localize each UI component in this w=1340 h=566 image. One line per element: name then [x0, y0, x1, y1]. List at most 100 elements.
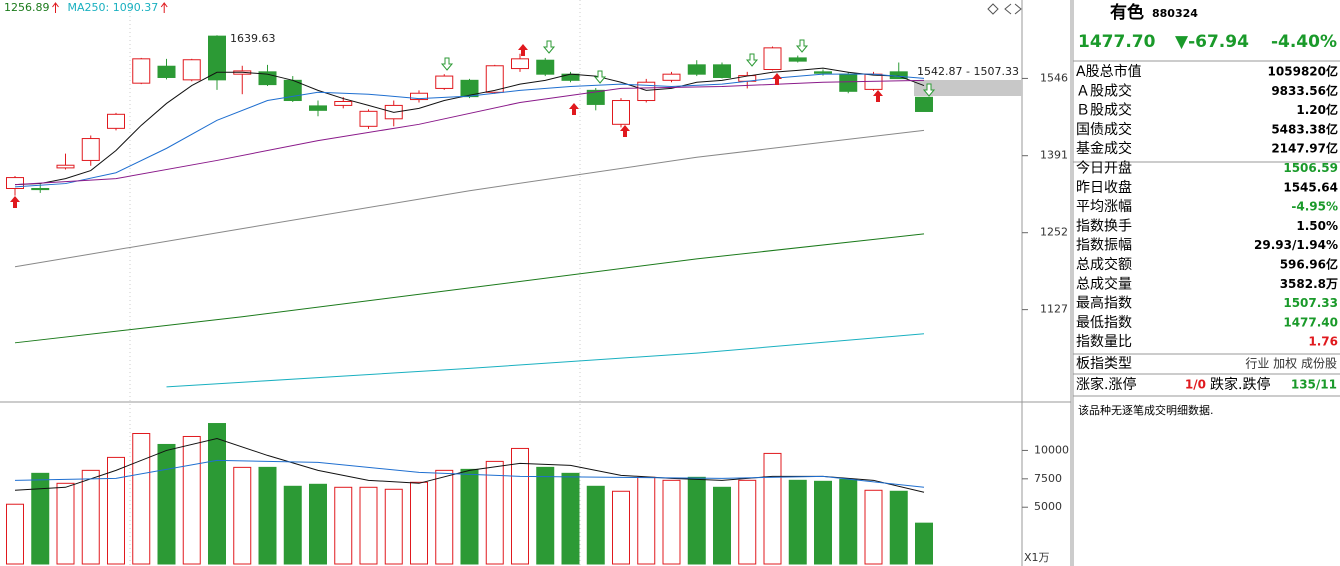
volume-bar [283, 485, 302, 565]
volume-bar [814, 480, 832, 565]
ma-line [14, 79, 925, 186]
tool-icon[interactable] [1014, 3, 1022, 15]
row-value: 2147.97亿 [1271, 141, 1338, 156]
ma-line [166, 333, 925, 388]
volume-bar [788, 479, 807, 565]
volume-bar [612, 490, 630, 565]
row-label: A股总市值 [1076, 63, 1142, 80]
row-value: 1059820亿 [1268, 64, 1338, 79]
volume-bar [713, 486, 731, 565]
row-value: 1477.40 [1283, 315, 1338, 329]
volume-bar [637, 476, 656, 565]
change: ▼-67.94 [1175, 32, 1249, 52]
volume-bar [536, 466, 555, 565]
signal-up [569, 103, 579, 115]
y-tick-label: 5000 [1034, 500, 1062, 513]
price-zone [914, 80, 1022, 96]
signal-down [795, 39, 809, 53]
ma-line [14, 459, 925, 488]
annotation: 1542.87 - 1507.33 [917, 65, 1019, 78]
candle-body [662, 73, 681, 81]
volume-bar [384, 488, 403, 565]
stock-name: 有色 [1110, 2, 1144, 23]
candle-body [713, 64, 731, 78]
row-value: 1.76 [1308, 335, 1338, 349]
row-value: 1/0 [1185, 378, 1206, 392]
volume-bar [864, 489, 883, 565]
y-tick-label: 1391 [1040, 149, 1068, 162]
y-tick-label: 10000 [1034, 443, 1069, 456]
volume-bar [6, 503, 24, 565]
row-value: 1506.59 [1283, 161, 1338, 175]
row-value: 3582.8万 [1280, 277, 1338, 291]
row-value: 596.96亿 [1280, 257, 1338, 272]
row-label: 总成交量 [1076, 275, 1132, 292]
signal-down [440, 57, 454, 71]
row-value: 1.50% [1296, 219, 1338, 233]
row-label: 跌家.跌停 [1210, 376, 1270, 393]
candle-body [889, 71, 908, 80]
volume-bar [157, 443, 176, 565]
volume-bar [81, 469, 100, 565]
row-label: 基金成交 [1076, 140, 1132, 157]
toolbar [987, 3, 1022, 15]
row-label: 总成交额 [1076, 256, 1132, 273]
row-label: 涨家.涨停 [1076, 376, 1136, 393]
price: 1477.70 [1078, 32, 1156, 52]
volume-bar [586, 485, 605, 565]
volume-bar [889, 490, 908, 565]
volume-bar [309, 483, 327, 565]
tool-icon[interactable] [1004, 3, 1012, 15]
candle-body [485, 65, 504, 93]
legend-entry: 1256.89 [4, 1, 50, 14]
volume-bar [56, 482, 75, 565]
message: 该品种无逐笔成交明细数据. [1078, 403, 1214, 417]
unit-label: X1万 [1024, 551, 1050, 564]
volume-bar [107, 456, 125, 565]
volume-bar [485, 460, 504, 565]
volume-bar [208, 423, 226, 565]
tool-icon[interactable] [987, 3, 999, 15]
candle-body [763, 47, 782, 70]
row-label: 今日开盘 [1076, 160, 1132, 177]
row-value: -4.95% [1291, 200, 1338, 214]
row-label: 昨日收盘 [1076, 179, 1132, 196]
row-label: Ａ股成交 [1076, 82, 1132, 99]
row-label: 平均涨幅 [1076, 199, 1132, 215]
candle-body [687, 64, 706, 75]
candle-body [309, 105, 327, 111]
candle-body [31, 187, 50, 191]
signal-up [518, 44, 528, 56]
volume-bar [334, 486, 353, 565]
candle-body [107, 113, 125, 129]
row-label: 最高指数 [1076, 295, 1132, 312]
volume-bar [132, 432, 151, 565]
ma-line [14, 233, 925, 344]
volume-bar [182, 435, 201, 565]
volume-bar [258, 466, 277, 565]
volume-bar [460, 468, 479, 565]
ma-line [14, 67, 925, 186]
row-value: 行业 加权 成份股 [1245, 357, 1337, 371]
legend-entry: MA250: 1090.37 [68, 1, 159, 14]
candle-body [788, 57, 807, 62]
row-label: Ｂ股成交 [1076, 102, 1132, 119]
stock-code: 880324 [1152, 7, 1198, 20]
volume-bar [561, 472, 580, 565]
candle-body [511, 58, 529, 70]
row-label: 指数换手 [1076, 217, 1132, 234]
row-value: 135/11 [1291, 378, 1337, 392]
volume-bar [915, 522, 933, 565]
signal-down [542, 40, 556, 54]
row-label: 国债成交 [1076, 121, 1132, 138]
candle-body [81, 138, 100, 161]
row-value: 29.93/1.94% [1254, 238, 1338, 252]
candle-body [612, 100, 630, 125]
volume-bar [687, 476, 706, 565]
signal-up [873, 90, 883, 102]
candle-body [915, 96, 933, 112]
candle-body [334, 100, 353, 106]
candle-body [132, 58, 151, 84]
